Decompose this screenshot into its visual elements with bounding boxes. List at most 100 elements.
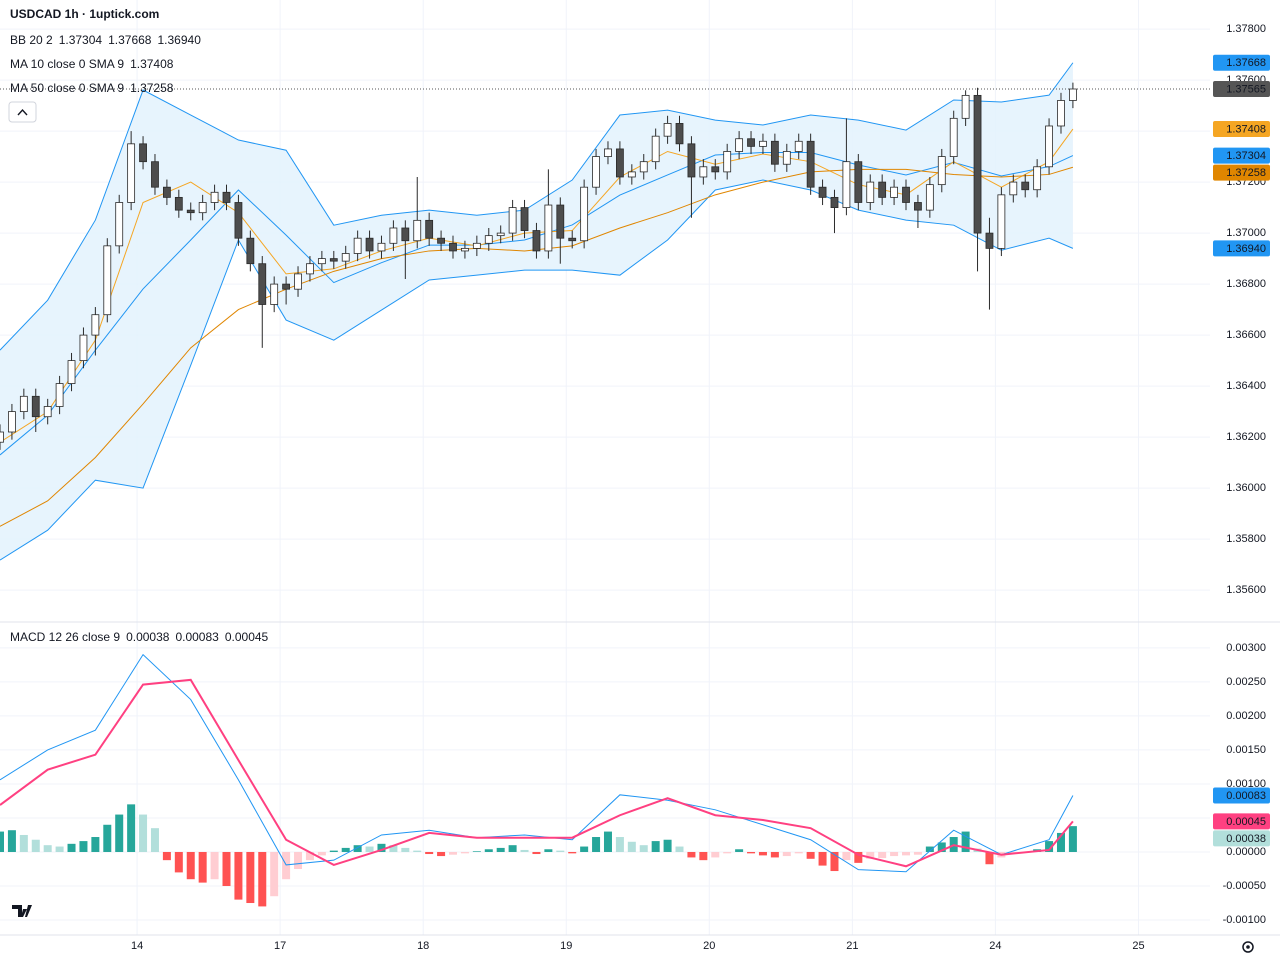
histogram-bar (651, 841, 660, 852)
candle (91, 307, 100, 356)
histogram-bar (67, 843, 76, 852)
y-tick-label: -0.00050 (1223, 880, 1266, 892)
histogram-bar (615, 837, 624, 852)
candle-body (770, 140, 779, 165)
candle-body (842, 161, 851, 208)
candle (270, 276, 279, 313)
candle-body (31, 395, 40, 418)
y-tick-label: 1.35600 (1226, 584, 1266, 596)
candle (842, 118, 851, 216)
candle (377, 235, 386, 259)
histogram-bar (31, 839, 40, 852)
candle-body (306, 263, 314, 275)
candle (1033, 159, 1042, 198)
price-badge (1213, 240, 1270, 257)
candle-body (616, 148, 624, 178)
candle (937, 148, 946, 193)
legend-value: 0.00045 (225, 630, 269, 644)
histogram-bar (317, 851, 326, 856)
candle-body (747, 138, 755, 147)
candle-body (675, 123, 684, 145)
collapse-button-box[interactable] (8, 101, 37, 123)
candle (747, 131, 755, 155)
histogram-bar (961, 831, 970, 852)
candle (43, 398, 52, 425)
collapse-button[interactable] (8, 101, 37, 123)
histogram-bar (556, 850, 565, 852)
candle-body (294, 273, 302, 290)
histogram-bar (413, 850, 422, 852)
histogram-bar (723, 851, 732, 854)
candle (425, 212, 434, 246)
candle (985, 217, 994, 310)
y-tick-label: 1.36400 (1226, 380, 1266, 392)
histogram-bar (329, 850, 338, 852)
candle-body (67, 360, 76, 384)
candle-body (174, 196, 183, 211)
x-tick-label: 18 (417, 940, 429, 952)
candle-body (377, 242, 386, 252)
candle (806, 133, 815, 195)
candle (1045, 118, 1053, 175)
histogram-bar (365, 846, 374, 852)
legend-label: MA 50 close 0 SMA 9 (10, 81, 124, 95)
candle (568, 230, 577, 249)
y-tick-label: 0.00100 (1226, 778, 1266, 790)
logo (12, 905, 32, 917)
histogram-bar (401, 847, 410, 852)
candle-body (914, 202, 922, 211)
candle-body (210, 191, 219, 203)
legend-label: BB 20 2 (10, 33, 53, 47)
candle-body (389, 227, 398, 244)
candle (770, 133, 779, 172)
histogram-bar (818, 851, 827, 866)
price-badge (1213, 164, 1270, 181)
y-tick-label: 1.36600 (1226, 329, 1266, 341)
candle (794, 133, 803, 160)
candle-body (759, 140, 767, 147)
histogram-bar (830, 851, 839, 872)
settings-button[interactable] (1242, 941, 1254, 953)
bb-band-fill (0, 62, 1073, 561)
histogram-bar (246, 851, 255, 904)
y-tick-label: 0.00200 (1226, 710, 1266, 722)
y-tick-label: 1.36000 (1226, 482, 1266, 494)
histogram-bar (294, 851, 303, 869)
candle-body (949, 117, 958, 157)
candle (759, 133, 767, 155)
histogram-bar (758, 851, 767, 856)
y-tick-label: 0.00000 (1226, 846, 1266, 858)
histogram-bar (806, 851, 815, 859)
histogram-bar (544, 849, 553, 852)
candle (282, 276, 291, 305)
histogram-bar (353, 845, 362, 852)
candle (651, 128, 660, 170)
candle-body (818, 186, 827, 198)
histogram-bar (127, 804, 136, 852)
histogram-bar (580, 846, 589, 852)
collapse-icon[interactable] (17, 108, 28, 116)
settings-icon[interactable] (1242, 941, 1254, 953)
histogram-bar (520, 849, 529, 852)
candle (961, 90, 970, 126)
histogram-bar (91, 837, 100, 852)
candle-body (937, 156, 946, 186)
candle (627, 164, 636, 185)
settings-icon-center[interactable] (1246, 945, 1250, 949)
candle-body (341, 253, 350, 262)
histogram-bar (1068, 826, 1077, 852)
candle (699, 159, 708, 185)
y-tick-label: 1.36200 (1226, 431, 1266, 443)
candle (162, 179, 171, 206)
price-badge-label: 1.37565 (1226, 83, 1266, 95)
legend-value: 1.37258 (130, 81, 174, 95)
candle (294, 266, 302, 297)
histogram-bar (508, 845, 517, 852)
histogram-bar (1056, 832, 1065, 852)
histogram-bar (842, 851, 851, 861)
histogram-bar (639, 845, 648, 852)
candle (1069, 82, 1077, 109)
candle (0, 424, 4, 450)
histogram-bar (747, 851, 756, 854)
